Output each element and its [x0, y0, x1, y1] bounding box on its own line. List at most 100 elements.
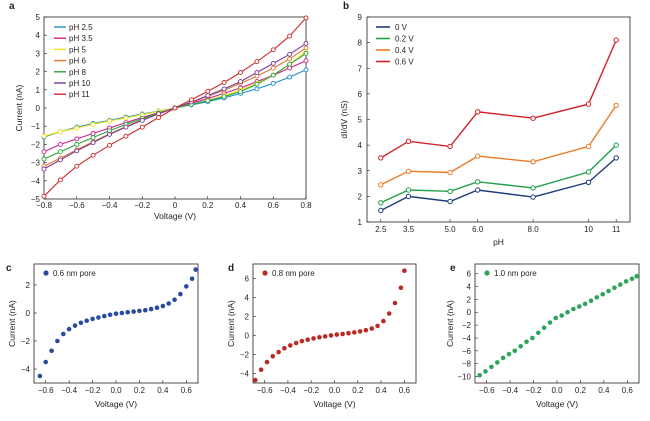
plot-frame [474, 263, 640, 384]
data-point [405, 138, 412, 145]
legend-label: 0 V [395, 23, 408, 32]
x-tick-label: 0.2 [202, 201, 214, 210]
data-point [172, 297, 177, 303]
data-point [41, 133, 47, 139]
data-point [447, 188, 453, 195]
legend-label: pH 2.5 [69, 23, 93, 32]
x-tick-label: −0.6 [69, 201, 85, 210]
data-point [303, 15, 309, 21]
data-point [143, 307, 148, 313]
data-point [402, 268, 407, 274]
data-point [123, 124, 129, 130]
data-point [375, 323, 380, 329]
data-point [571, 306, 576, 312]
x-tick-label: 0.6 [181, 386, 193, 395]
x-tick-label: 0.6 [399, 386, 411, 395]
y-tick-label: −4 [21, 365, 31, 374]
x-tick-label: −0.2 [303, 386, 319, 395]
data-point [276, 349, 281, 355]
data-point [565, 309, 570, 315]
data-point [288, 343, 293, 348]
y-tick-label: 4 [467, 283, 472, 292]
y-tick-label: −4 [462, 334, 472, 343]
data-point [623, 279, 629, 284]
data-point [254, 81, 260, 87]
data-point [334, 332, 340, 337]
data-point [41, 166, 47, 172]
data-point [172, 105, 178, 111]
y-tick-label: 5 [358, 116, 363, 125]
data-point [205, 88, 211, 94]
data-point [287, 51, 293, 57]
data-point [547, 320, 553, 325]
x-tick-label: −0.2 [526, 386, 542, 395]
y-tick-label: −2 [21, 337, 31, 346]
y-tick-label: 2 [358, 192, 363, 201]
data-point [184, 284, 189, 289]
data-point [398, 285, 404, 291]
data-point [123, 133, 129, 139]
data-point [447, 169, 453, 176]
y-tick-label: 4 [36, 31, 41, 40]
data-point [530, 194, 536, 200]
data-point [346, 330, 351, 336]
data-point [303, 40, 309, 46]
data-point [107, 118, 112, 124]
x-tick-label: 0.2 [134, 386, 146, 395]
data-point [102, 313, 107, 319]
plot-frame [33, 263, 199, 384]
data-point [96, 315, 101, 320]
y-tick-label: 6 [467, 270, 472, 279]
data-point [49, 348, 54, 354]
data-point [559, 313, 564, 318]
series-line-0.6-V [380, 39, 617, 159]
x-tick-label: 6.0 [472, 225, 484, 234]
data-point [57, 177, 63, 183]
data-point [57, 141, 63, 147]
data-point [287, 61, 293, 67]
y-axis-label: dI/dV (nS) [339, 100, 349, 138]
data-point [530, 185, 536, 191]
y-tick-label: 4 [245, 293, 250, 302]
data-point [74, 148, 80, 154]
data-point [270, 80, 276, 86]
panel-e: e −0.6 −0.4 −0.2 0.0 0.2 0.4 0.6 −10 −8 −6 −4 −2 0 2 4 6… [445, 263, 640, 409]
y-tick-label: 7 [358, 64, 363, 73]
legend-label: 0.6 V [395, 58, 414, 67]
legend-label: pH 10 [69, 79, 91, 88]
y-tick-label: 6 [358, 90, 363, 99]
data-point [154, 305, 160, 311]
data-point [405, 168, 412, 175]
x-axis-label: pH [493, 237, 504, 247]
data-point [530, 115, 536, 121]
data-point [205, 93, 211, 99]
x-tick-label: −0.6 [479, 386, 495, 395]
data-point [139, 112, 145, 118]
data-point [386, 311, 392, 316]
data-point [287, 74, 293, 80]
data-point [475, 109, 481, 115]
data-point [477, 373, 483, 378]
data-point [160, 303, 166, 309]
data-point [113, 311, 119, 317]
data-point [506, 351, 512, 357]
data-point [90, 121, 96, 127]
data-point [322, 334, 328, 339]
data-point [483, 369, 488, 374]
data-point [41, 156, 47, 162]
data-point [634, 273, 639, 279]
data-point [582, 301, 588, 307]
data-point [352, 330, 357, 335]
data-point [139, 117, 145, 123]
x-tick-label: 8.0 [528, 225, 540, 234]
data-point [378, 200, 384, 206]
data-point [518, 344, 523, 349]
legend-label: pH 3.5 [69, 34, 93, 43]
data-point [270, 65, 276, 71]
data-point [381, 318, 386, 324]
legend-label: 1.0 nm pore [494, 269, 537, 278]
legend-label: pH 6 [69, 57, 86, 66]
panel-d: d −0.6 −0.4 −0.2 0.0 0.2 0.4 0.6 −4 −2 0 2 4 6 Voltage… [226, 263, 417, 409]
data-point [405, 187, 412, 193]
data-point [524, 339, 529, 345]
